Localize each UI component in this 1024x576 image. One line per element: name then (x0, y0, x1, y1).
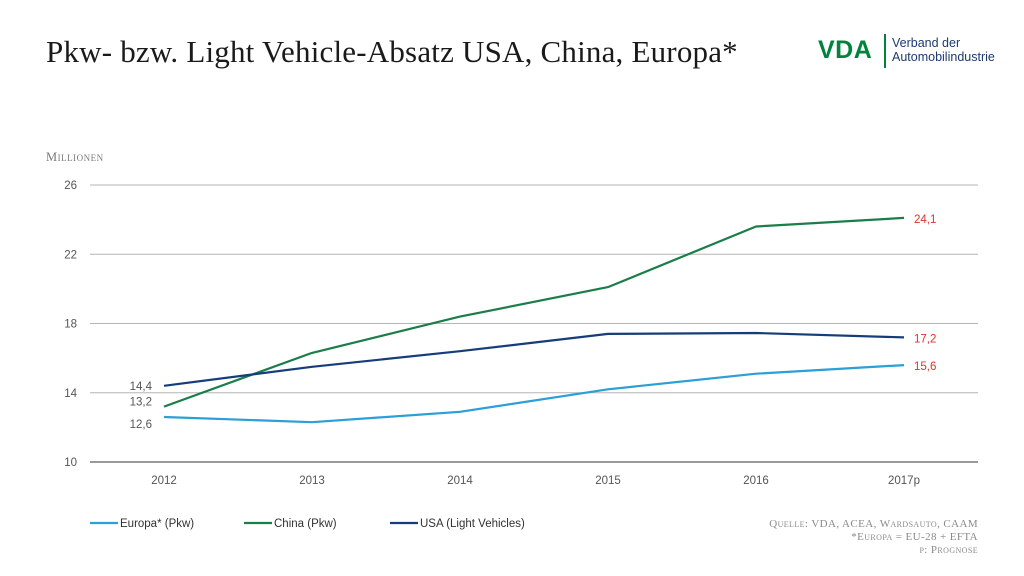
y-tick-label: 10 (64, 457, 77, 469)
legend-label: USA (Light Vehicles) (420, 518, 525, 530)
start-data-label: 12,6 (130, 419, 152, 431)
x-tick-label: 2015 (595, 475, 621, 487)
logo-mark: VDA (818, 36, 873, 64)
y-axis-unit-label: Millionen (46, 150, 104, 164)
x-tick-label: 2013 (299, 475, 325, 487)
y-tick-label: 14 (64, 388, 77, 400)
logo-divider (884, 34, 886, 68)
end-data-label: 24,1 (914, 214, 936, 226)
legend-label: China (Pkw) (274, 518, 337, 530)
source-note: Quelle: VDA, ACEA, Wardsauto, CAAM *Euro… (769, 518, 978, 557)
source-line-2: *Europa = EU-28 + EFTA (851, 531, 978, 543)
x-tick-label: 2016 (743, 475, 769, 487)
y-tick-label: 18 (64, 319, 77, 331)
start-data-label: 13,2 (130, 397, 152, 409)
x-tick-label: 2017p (888, 475, 920, 487)
x-tick-label: 2012 (151, 475, 177, 487)
series-line (163, 216, 905, 408)
source-line-3: p: Prognose (919, 544, 978, 556)
y-tick-label: 22 (64, 249, 77, 261)
page-title: Pkw- bzw. Light Vehicle-Absatz USA, Chin… (46, 34, 738, 69)
series-line (163, 331, 905, 387)
start-data-label: 14,4 (130, 381, 153, 393)
end-data-label: 17,2 (914, 333, 936, 345)
series-line (163, 364, 905, 424)
logo-line-1: Verband der (892, 36, 961, 50)
logo-line-2: Automobilindustrie (892, 50, 995, 64)
source-line-1: Quelle: VDA, ACEA, Wardsauto, CAAM (769, 518, 978, 530)
legend-label: Europa* (Pkw) (120, 518, 194, 530)
y-tick-label: 26 (64, 180, 77, 192)
x-tick-label: 2014 (447, 475, 473, 487)
logo-text: Verband der Automobilindustrie (892, 36, 1022, 64)
end-data-label: 15,6 (914, 361, 936, 373)
